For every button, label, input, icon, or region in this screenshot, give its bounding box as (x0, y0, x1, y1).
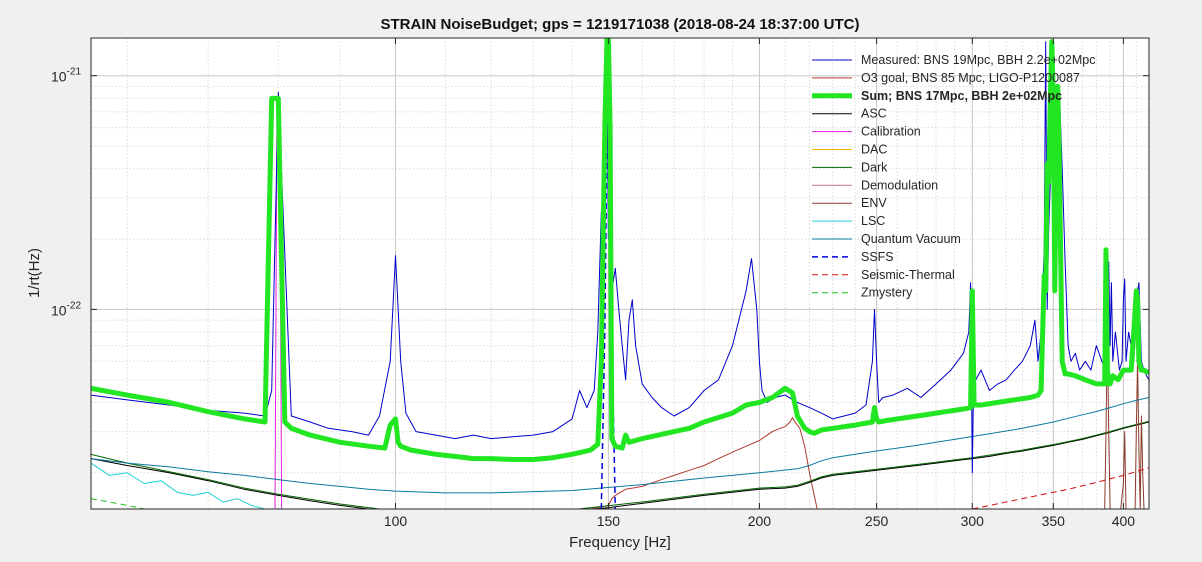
y-tick-label: 10-21 (51, 67, 81, 85)
legend-entry: LSC (861, 214, 885, 228)
series-line-o3-goal-bns-85-mpc-ligo-p1200087 (589, 417, 818, 509)
series-line-lsc (91, 462, 266, 509)
y-axis-label: 1/rt(Hz) (26, 248, 43, 298)
x-tick-label: 300 (961, 513, 985, 529)
series-line-seismic-thermal (972, 467, 1149, 509)
series-line-asc (91, 421, 1149, 509)
series-line-env (1104, 331, 1145, 509)
series-line-dark (91, 420, 1149, 509)
legend-entry: ASC (861, 107, 887, 121)
series-line-measured-bns-19mpc-bbh-2-2e-02mpc (91, 41, 1149, 474)
series-layer (91, 38, 1149, 509)
legend-entry: Sum; BNS 17Mpc, BBH 2e+02Mpc (861, 89, 1062, 103)
legend-entry: Measured: BNS 19Mpc, BBH 2.2e+02Mpc (861, 53, 1096, 67)
ticks-layer: 100 150 200 250 300 350 400 10-22 10-21 (51, 38, 1149, 529)
legend-entry: SSFS (861, 250, 894, 264)
legend: Measured: BNS 19Mpc, BBH 2.2e+02Mpc O3 go… (812, 53, 1096, 300)
x-tick-label: 150 (597, 513, 621, 529)
grid-minor (91, 38, 1150, 509)
legend-entry: Calibration (861, 125, 921, 139)
x-tick-label: 250 (865, 513, 889, 529)
legend-entry: Seismic-Thermal (861, 268, 955, 282)
x-tick-label: 100 (384, 513, 408, 529)
y-tick-label: 10-22 (51, 300, 81, 318)
legend-entry: ENV (861, 196, 887, 210)
legend-entry: Quantum Vacuum (861, 232, 961, 246)
chart-title: STRAIN NoiseBudget; gps = 1219171038 (20… (381, 16, 860, 33)
plot-area (91, 38, 1149, 509)
legend-entry: Zmystery (861, 286, 913, 300)
legend-entry: O3 goal, BNS 85 Mpc, LIGO-P1200087 (861, 71, 1080, 85)
series-line-zmystery (91, 498, 145, 509)
x-axis-label: Frequency [Hz] (569, 534, 671, 551)
series-line-sum-bns-17mpc-bbh-2e-02mpc (91, 38, 1149, 462)
x-tick-label: 400 (1112, 513, 1136, 529)
series-line-quantum-vacuum (91, 397, 1149, 494)
x-tick-label: 350 (1042, 513, 1066, 529)
legend-entry: Demodulation (861, 178, 938, 192)
legend-entry: Dark (861, 160, 888, 174)
plot-frame (90, 37, 1150, 510)
x-tick-label: 200 (748, 513, 772, 529)
legend-entry: DAC (861, 143, 887, 157)
